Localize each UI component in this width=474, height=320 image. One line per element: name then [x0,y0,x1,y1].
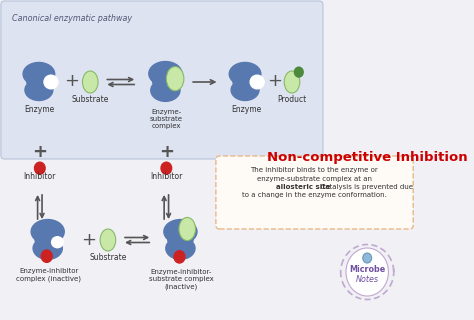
Circle shape [41,250,52,262]
Polygon shape [175,257,184,262]
Circle shape [161,162,172,174]
Text: Substrate: Substrate [72,95,109,104]
Ellipse shape [168,234,193,246]
Ellipse shape [52,237,63,248]
Text: Microbe: Microbe [349,265,385,274]
Text: Enzyme-inhibitor-: Enzyme-inhibitor- [151,269,212,275]
Text: Product: Product [277,95,307,104]
Ellipse shape [25,79,53,100]
Text: +: + [81,231,96,249]
Text: Enzyme: Enzyme [231,105,261,114]
Text: +: + [64,72,79,90]
Ellipse shape [27,76,51,88]
Ellipse shape [284,71,300,93]
Text: Inhibitor: Inhibitor [150,172,182,181]
Circle shape [294,67,303,77]
Polygon shape [35,168,45,173]
Ellipse shape [149,61,182,86]
Ellipse shape [153,76,178,88]
Text: to a change in the enzyme conformation.: to a change in the enzyme conformation. [242,193,387,198]
Text: Canonical enzymatic pathway: Canonical enzymatic pathway [12,14,133,23]
Ellipse shape [229,62,261,85]
FancyBboxPatch shape [216,156,413,229]
Circle shape [363,253,372,263]
Polygon shape [162,168,171,173]
Ellipse shape [82,71,98,93]
Text: +: + [32,143,47,161]
Ellipse shape [233,76,257,88]
Text: +: + [159,143,174,161]
Text: Non-competitive Inhibition: Non-competitive Inhibition [267,150,467,164]
FancyBboxPatch shape [1,1,323,159]
Text: (inactive): (inactive) [165,283,198,290]
Text: . Catalysis is prevented due: . Catalysis is prevented due [316,184,413,190]
Ellipse shape [31,220,64,244]
Text: +: + [267,72,282,90]
Text: The inhibitor binds to the enzyme or: The inhibitor binds to the enzyme or [250,167,378,173]
Circle shape [346,248,389,296]
Text: allosteric site: allosteric site [276,184,330,190]
Text: Inhibitor: Inhibitor [24,172,56,181]
Ellipse shape [179,218,195,241]
Ellipse shape [33,237,62,259]
Text: Notes: Notes [356,275,379,284]
Polygon shape [42,256,51,262]
Text: complex: complex [152,123,181,129]
Text: Enzyme: Enzyme [25,105,55,114]
Ellipse shape [100,229,116,251]
Text: substrate complex: substrate complex [149,276,214,282]
Circle shape [35,162,45,174]
Text: Enzyme-: Enzyme- [151,109,182,115]
Ellipse shape [250,75,264,89]
Ellipse shape [44,75,58,89]
Text: Substrate: Substrate [89,253,127,262]
Ellipse shape [35,234,60,246]
Ellipse shape [231,79,259,100]
Text: substrate: substrate [150,116,183,122]
Ellipse shape [151,79,180,101]
Circle shape [174,251,185,263]
Ellipse shape [164,220,197,244]
Ellipse shape [23,62,55,85]
Text: complex (inactive): complex (inactive) [16,275,81,282]
Ellipse shape [166,237,195,259]
Ellipse shape [166,67,184,91]
Text: Enzyme-inhibitor: Enzyme-inhibitor [19,268,78,274]
Text: enzyme-substrate complex at an: enzyme-substrate complex at an [256,175,372,181]
